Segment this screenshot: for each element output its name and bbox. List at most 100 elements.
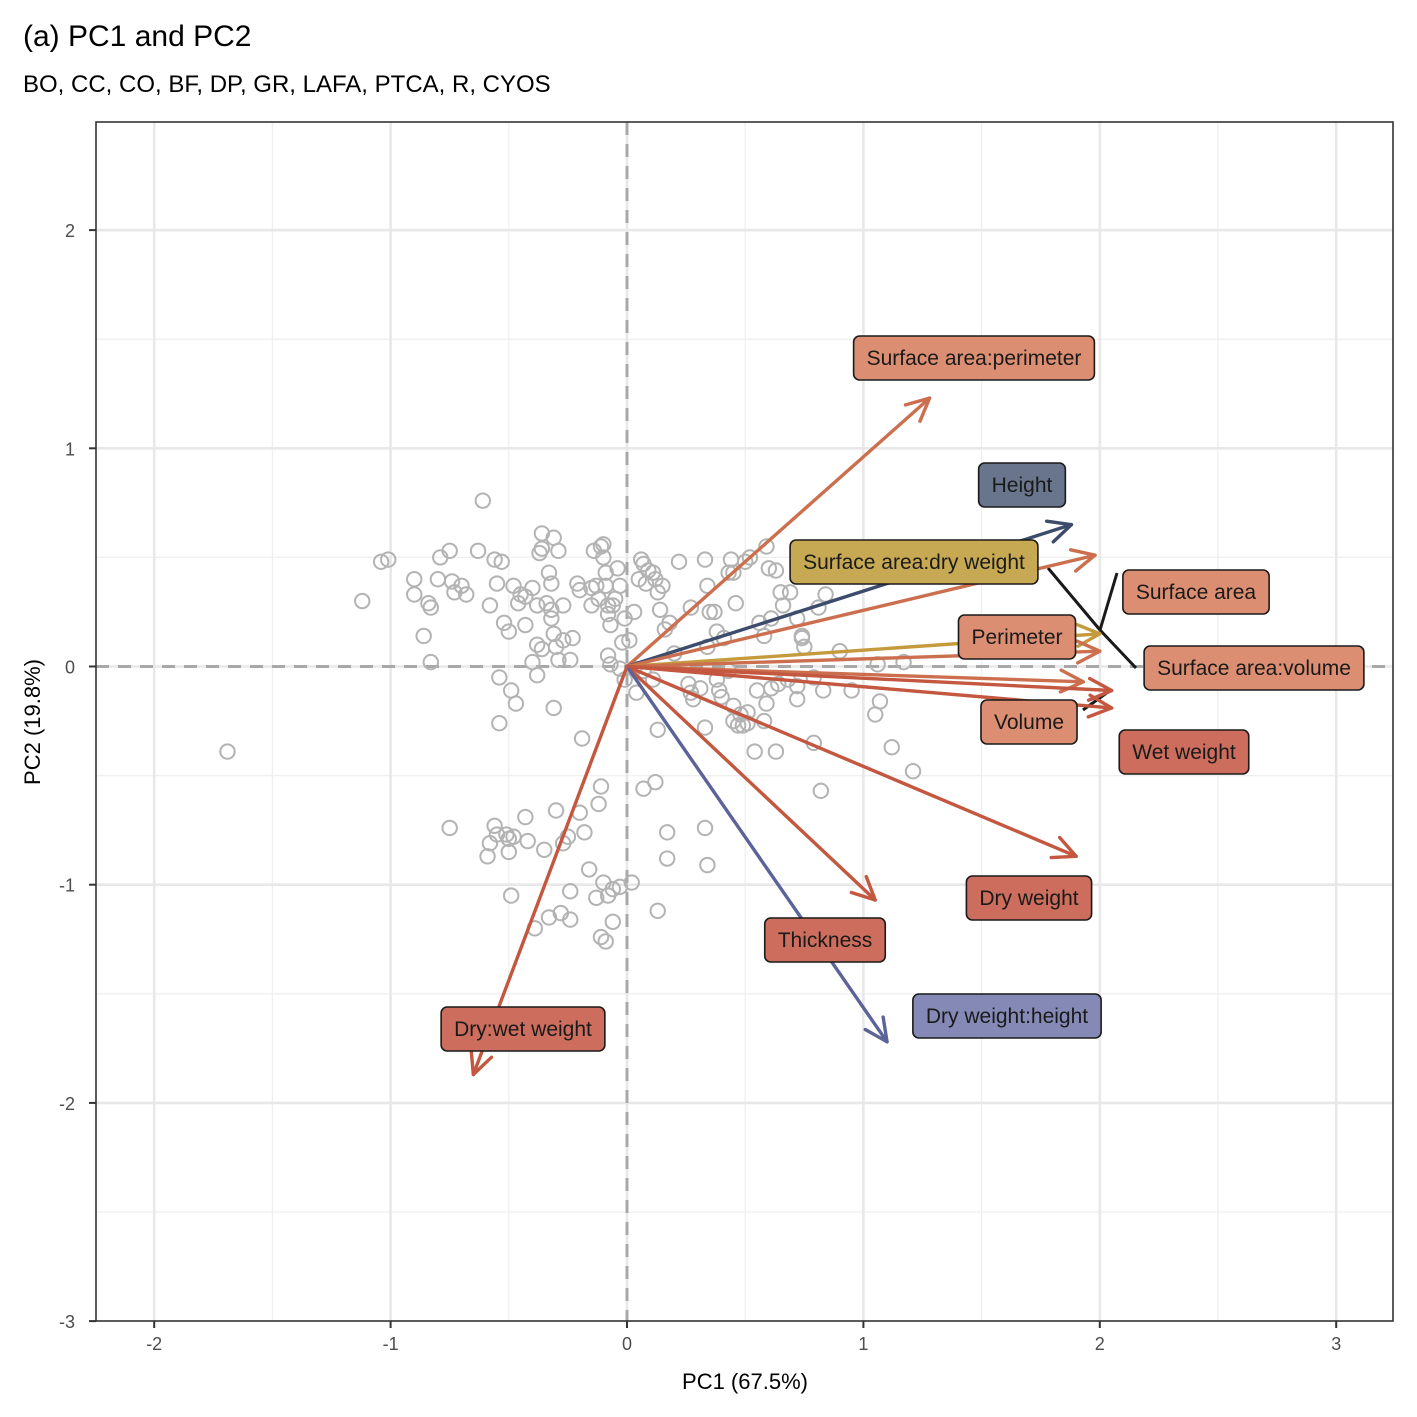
label-text: Perimeter (971, 626, 1062, 649)
score-point (554, 597, 572, 614)
score-point (670, 553, 688, 570)
score-point (595, 549, 612, 566)
chart-subtitle: BO, CC, CO, BF, DP, GR, LAFA, PTCA, R, C… (23, 71, 551, 98)
score-point (722, 551, 740, 568)
score-point (545, 699, 562, 717)
label-box (977, 462, 1067, 508)
loading-label: Surface area:perimeter (852, 335, 1096, 381)
score-point (649, 902, 666, 920)
score-point (372, 553, 390, 570)
label-box (980, 699, 1078, 745)
score-point (380, 551, 397, 568)
score-point (815, 682, 832, 699)
score-point (524, 579, 541, 597)
score-point (729, 717, 747, 734)
x-tick-label: 3 (1331, 1334, 1341, 1354)
score-point (550, 651, 567, 669)
score-point (767, 562, 785, 579)
label-text: Surface area:volume (1157, 657, 1351, 680)
score-point (554, 632, 572, 649)
loading-label: Dry:wet weight (440, 1006, 606, 1052)
label-box (1122, 569, 1270, 615)
score-point (789, 677, 806, 695)
loading-arrow (625, 664, 889, 1044)
score-point (517, 808, 534, 826)
score-point (543, 610, 560, 627)
score-point (441, 542, 458, 560)
score-point (592, 778, 610, 795)
score-point (604, 913, 622, 930)
score-point (488, 575, 506, 592)
label-box (440, 1006, 606, 1052)
score-point (443, 573, 461, 590)
score-point (481, 597, 499, 614)
score-point (415, 627, 432, 645)
score-point (540, 564, 558, 581)
score-point (429, 571, 447, 588)
score-point (528, 667, 546, 684)
score-point (536, 841, 553, 858)
y-axis-label: PC2 (19.8%) (20, 659, 45, 785)
score-point (611, 577, 629, 594)
x-tick-label: -1 (383, 1334, 399, 1354)
score-point (441, 819, 458, 837)
score-point (573, 730, 591, 747)
arrow-head (1049, 835, 1078, 860)
score-point (588, 889, 605, 906)
score-point (576, 824, 593, 841)
label-text: Dry weight:height (926, 1005, 1088, 1028)
score-point (614, 634, 631, 651)
score-point (474, 492, 491, 509)
y-tick-label: -2 (59, 1094, 75, 1114)
score-point (540, 909, 558, 926)
score-point (528, 597, 546, 614)
score-point (571, 581, 588, 599)
loading-arrow (625, 664, 877, 902)
score-point (406, 586, 423, 603)
label-text: Surface area (1136, 581, 1257, 604)
score-point (696, 719, 714, 736)
score-point (647, 773, 664, 791)
score-point (550, 542, 567, 560)
score-point (739, 704, 756, 721)
loading-arrow (625, 664, 1078, 860)
loading-label: Surface area (1122, 569, 1270, 615)
score-point (781, 584, 799, 601)
score-point (748, 682, 766, 699)
score-point (760, 560, 778, 577)
score-point (406, 571, 423, 588)
y-tick-label: 0 (65, 658, 75, 678)
score-point (706, 603, 723, 621)
leader-line (1046, 567, 1102, 631)
score-point (774, 597, 792, 614)
x-tick-label: -2 (146, 1334, 162, 1354)
x-tick-label: 2 (1095, 1334, 1105, 1354)
arrow-head (469, 1047, 494, 1077)
score-point (682, 599, 700, 616)
score-point (770, 675, 787, 693)
label-box (1143, 645, 1365, 691)
loading-labels: Surface area:perimeter Height Surface area… (440, 335, 1365, 1052)
score-point (500, 623, 517, 640)
score-point (741, 549, 759, 566)
score-point (789, 691, 806, 708)
score-point (767, 743, 785, 760)
score-point (658, 850, 676, 867)
score-point (871, 693, 889, 710)
score-point (562, 883, 579, 900)
score-point (625, 603, 643, 621)
loading-label: Surface area:dry weight (789, 539, 1039, 585)
label-box (763, 917, 887, 963)
leader-line (1098, 572, 1119, 631)
score-point (422, 599, 439, 616)
score-point (727, 595, 744, 612)
label-box (957, 614, 1077, 660)
arrow-shaft (625, 664, 1078, 859)
score-point (602, 616, 619, 634)
label-box (789, 539, 1039, 585)
label-text: Height (992, 474, 1053, 497)
score-point (701, 603, 718, 621)
score-point (654, 577, 671, 594)
y-tick-label: -1 (59, 876, 75, 896)
y-tick-label: -3 (59, 1312, 75, 1332)
